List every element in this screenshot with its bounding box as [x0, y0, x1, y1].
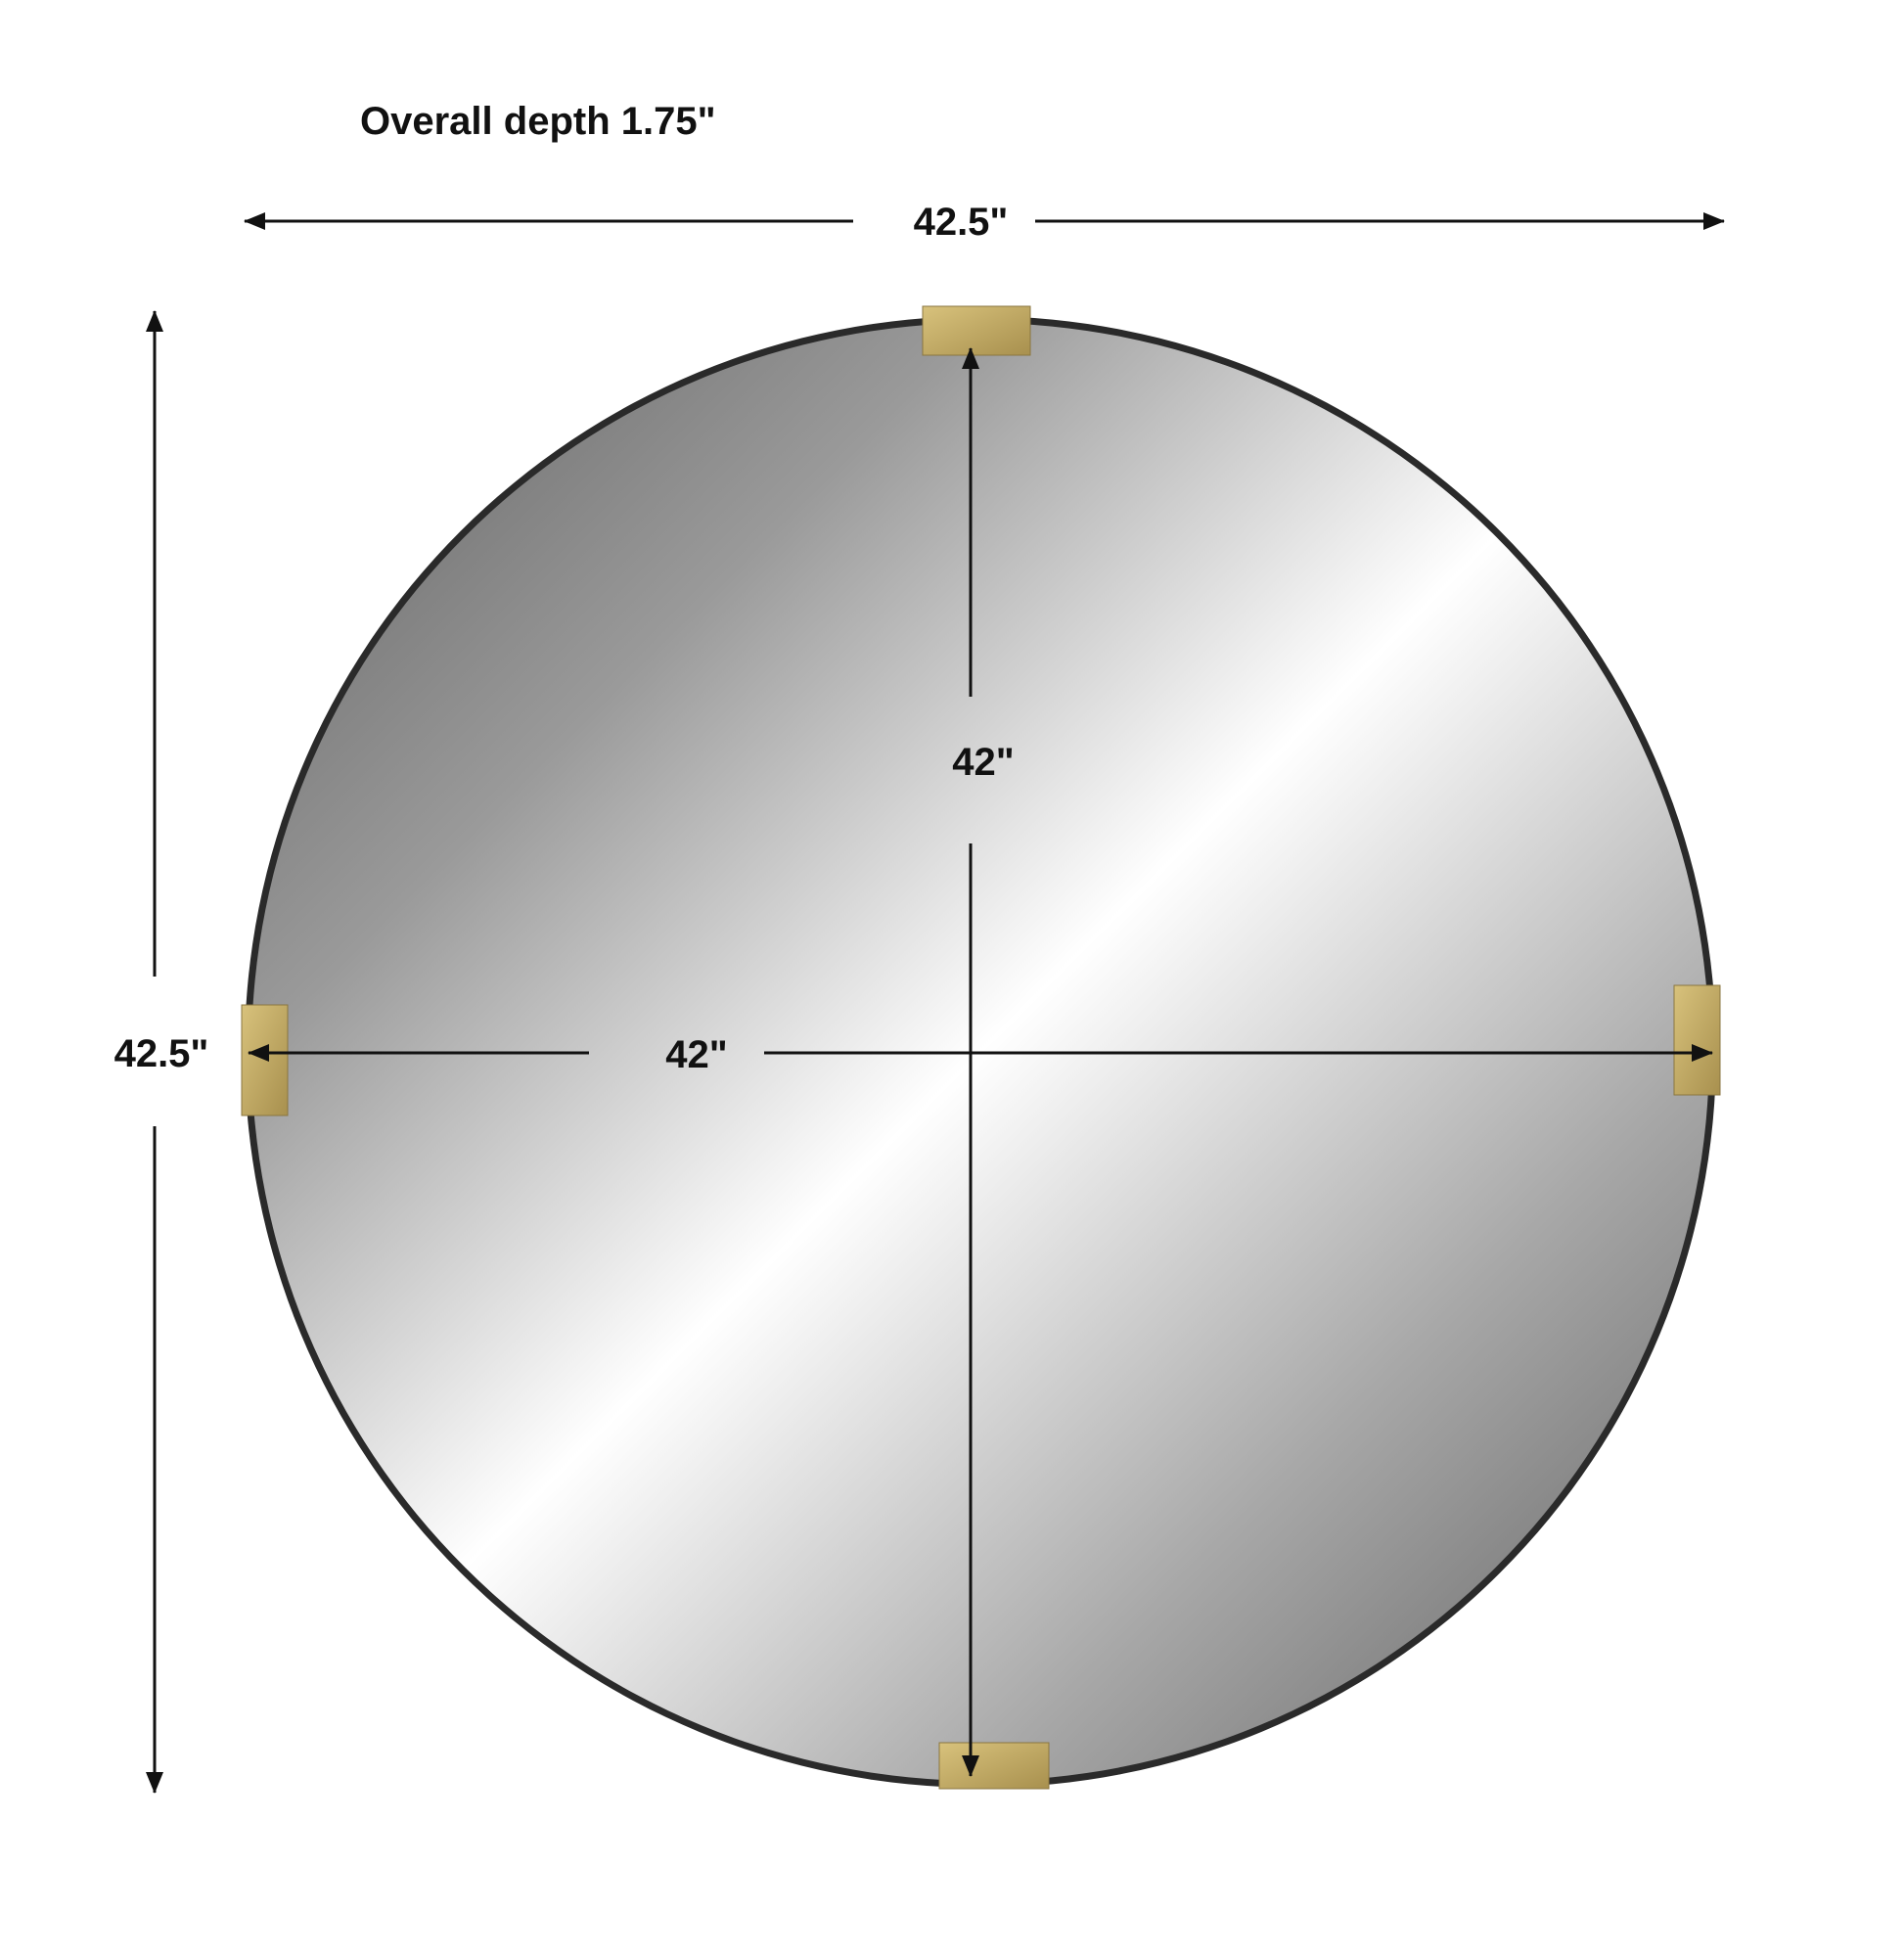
- overall-height-label: 42.5": [114, 1032, 209, 1075]
- overall-width-dimension: 42.5": [244, 201, 1725, 244]
- mirror-width-label: 42": [665, 1033, 727, 1076]
- clamp-left: [241, 1004, 289, 1116]
- mirror-width-dimension: 42": [248, 1033, 1713, 1076]
- overall-depth-label: Overall depth 1.75": [360, 100, 716, 143]
- brass-clamps: [241, 305, 1721, 1790]
- overall-width-label: 42.5": [914, 201, 1009, 244]
- clamp-top: [922, 305, 1031, 356]
- clamp-right: [1673, 984, 1721, 1096]
- mirror-height-dimension: 42": [952, 347, 1015, 1777]
- overall-height-dimension: 42.5": [114, 310, 209, 1794]
- mirror-height-label: 42": [952, 741, 1014, 784]
- clamp-bottom: [938, 1742, 1050, 1790]
